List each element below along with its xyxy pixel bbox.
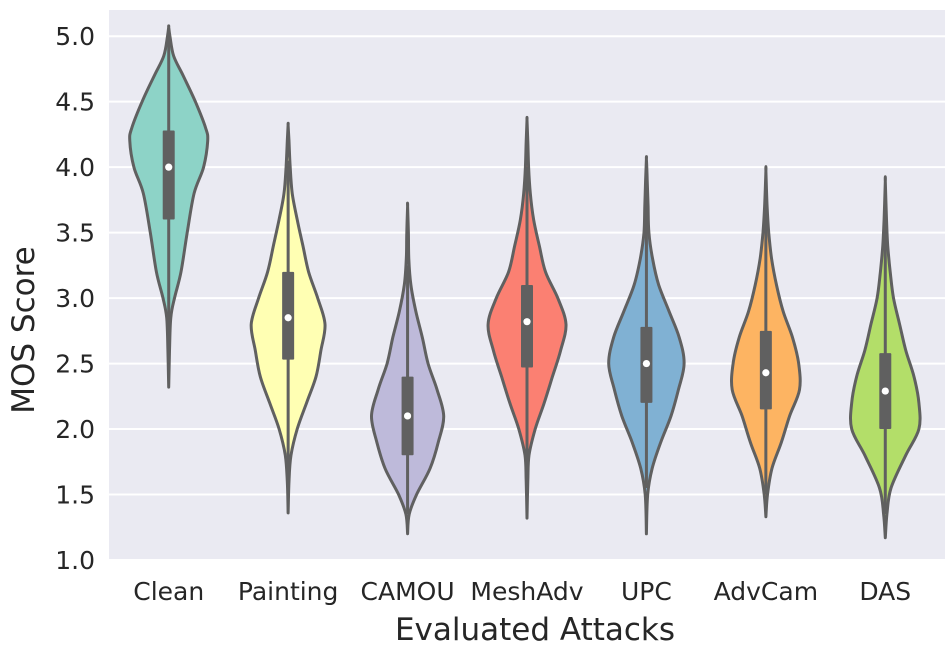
y-tick-label: 1.5 (55, 481, 95, 510)
violin-median-dot (762, 369, 770, 377)
x-tick-labels: Clean Painting CAMOU MeshAdv UPC AdvCam DAS (133, 577, 911, 606)
violin-median-dot (284, 314, 292, 322)
y-tick-label: 2.5 (55, 350, 95, 379)
x-axis-title: Evaluated Attacks (395, 612, 675, 648)
x-tick-label: CAMOU (361, 577, 455, 606)
violin-meshadv (486, 115, 568, 520)
y-tick-label: 4.0 (55, 153, 95, 182)
violin-median-dot (523, 318, 531, 326)
violin-camou (369, 201, 446, 536)
x-tick-label: AdvCam (714, 577, 818, 606)
y-tick-label: 4.5 (55, 88, 95, 117)
violin-advcam (730, 165, 802, 519)
y-axis-title: MOS Score (6, 246, 42, 414)
y-tick-labels: 1.0 1.5 2.0 2.5 3.0 3.5 4.0 4.5 5.0 (55, 22, 95, 575)
violin-iqr-box (521, 285, 533, 368)
x-tick-label: UPC (621, 577, 672, 606)
violin-clean (128, 24, 210, 389)
violin-painting (249, 121, 327, 515)
y-tick-label: 2.0 (55, 415, 95, 444)
x-tick-label: DAS (859, 577, 911, 606)
violin-median-dot (165, 163, 173, 171)
violin-das (848, 175, 922, 540)
y-tick-label: 3.0 (55, 284, 95, 313)
x-tick-label: Clean (133, 577, 204, 606)
x-tick-label: Painting (238, 577, 339, 606)
y-tick-label: 5.0 (55, 22, 95, 51)
y-tick-label: 1.0 (55, 546, 95, 575)
violin-upc (607, 155, 686, 536)
violin-median-dot (403, 412, 412, 420)
violin-median-dot (642, 359, 651, 368)
violin-median-dot (881, 387, 889, 395)
y-tick-label: 3.5 (55, 219, 95, 248)
violin-iqr-box (162, 130, 175, 220)
x-tick-label: MeshAdv (470, 577, 583, 606)
violins (128, 24, 922, 540)
